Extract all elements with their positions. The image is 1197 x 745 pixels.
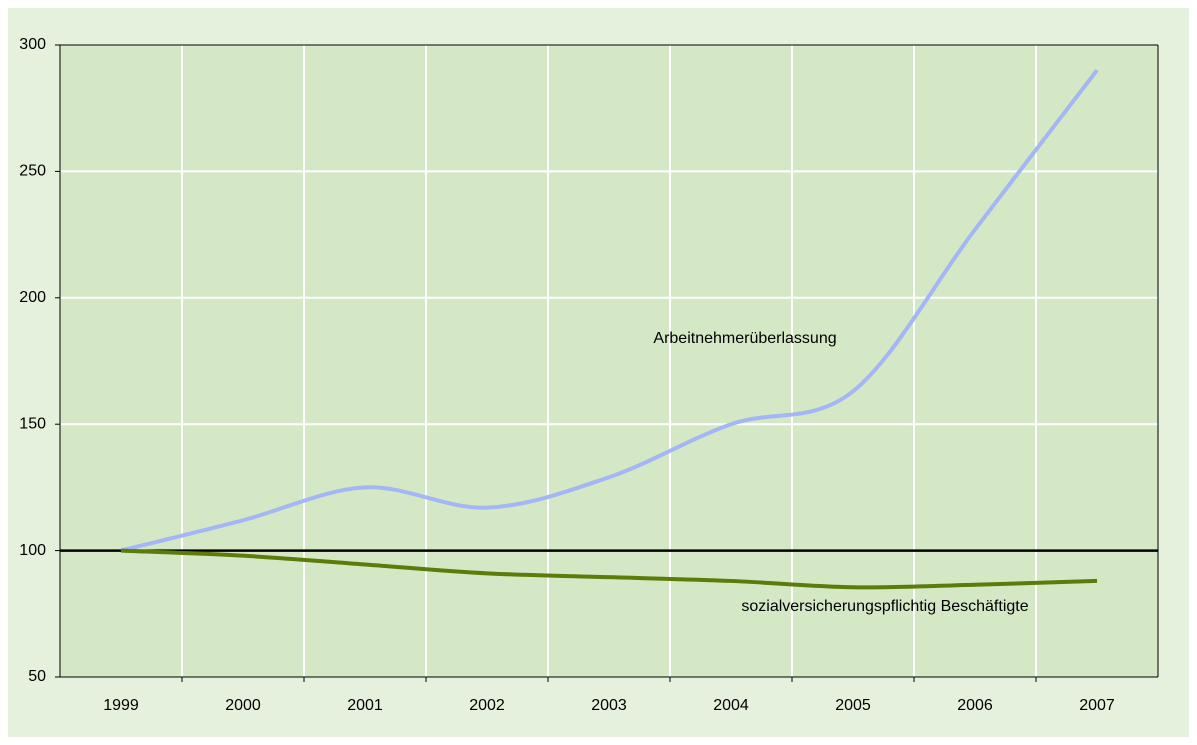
y-tick-label: 150 (19, 415, 46, 432)
y-tick-label: 200 (19, 289, 46, 306)
x-tick-label: 2001 (347, 697, 383, 714)
plot-area (60, 45, 1158, 677)
x-tick-label: 2005 (835, 697, 871, 714)
y-tick-label: 300 (19, 36, 46, 53)
x-tick-label: 2006 (957, 697, 993, 714)
x-tick-label: 2007 (1079, 697, 1115, 714)
series-line (120, 69, 1099, 553)
series-label: sozialversicherungspflichtig Beschäftigt… (741, 598, 1028, 615)
y-tick-label: 250 (19, 163, 46, 180)
x-tick-label: 2004 (713, 697, 749, 714)
x-tick-label: 2002 (469, 697, 505, 714)
x-tick-label: 2000 (225, 697, 261, 714)
series-line (120, 548, 1098, 590)
y-tick-label: 100 (19, 542, 46, 559)
x-tick-label: 2003 (591, 697, 627, 714)
x-tick-label: 1999 (103, 697, 139, 714)
y-tick-label: 50 (28, 668, 46, 685)
series-label: Arbeitnehmerüberlassung (653, 330, 836, 347)
